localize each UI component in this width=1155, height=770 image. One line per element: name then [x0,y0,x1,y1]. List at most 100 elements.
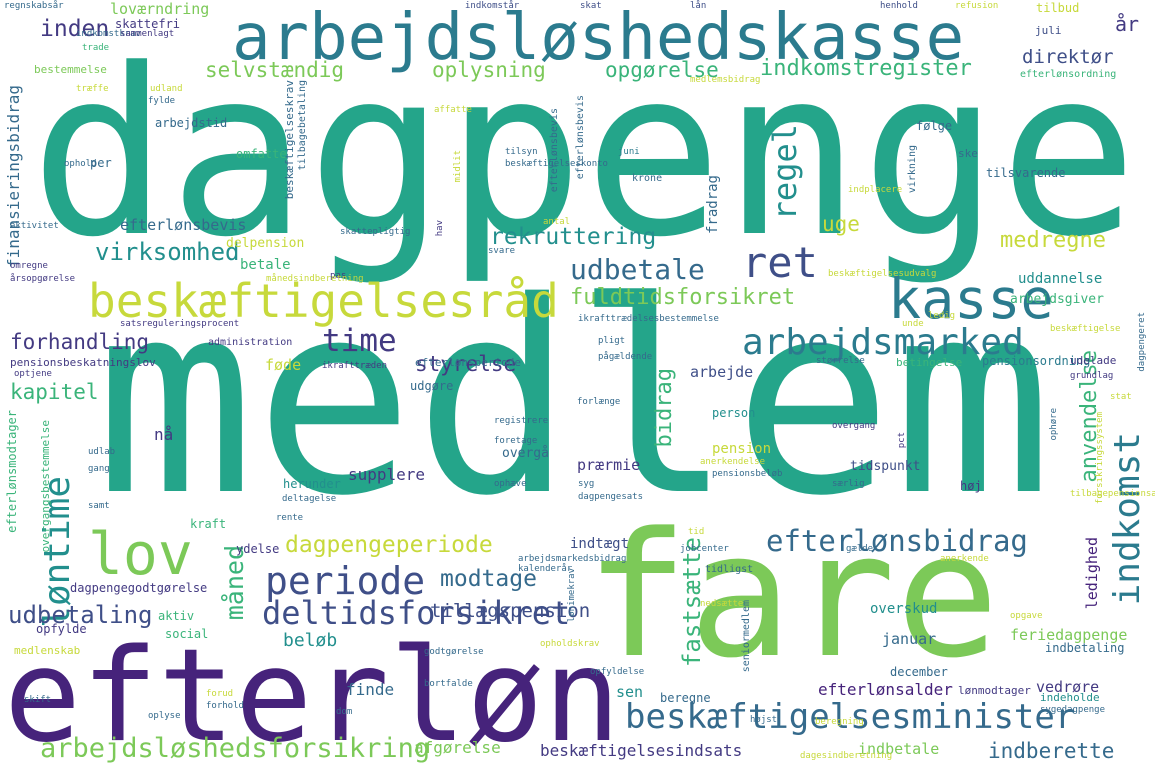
word: styrelse [415,352,517,376]
word: kraft [190,517,227,531]
word: tillægspension [430,600,591,622]
word: efterlønsmodtager [5,410,19,533]
word: overskud [870,601,938,617]
word: efterlønsbidrag [766,524,1028,558]
word: social [165,627,209,641]
word: lån [690,1,707,11]
word: højst [750,715,778,725]
word: udbetaling [8,601,153,629]
word: fradrag [705,175,721,235]
word: virkning [907,145,918,194]
word: herunder [283,477,341,491]
word: indbetaling [1045,641,1125,655]
word: ophæve [494,479,527,489]
word: indplacere [848,185,903,195]
word: dagpengegodtgørelse [70,581,208,595]
word: indeholde [1040,691,1100,704]
word: beløb [283,630,338,651]
word: skat [580,1,602,11]
word: lønmodtager [958,684,1031,697]
word: år [1115,12,1140,36]
word: ikrafttrædelsesbestemmelse [578,314,719,324]
word: omfatte [236,147,287,161]
word: december [890,665,948,679]
word: beskæftigelseskrav [283,80,296,200]
word: beskæftigelsesråd [88,274,559,328]
word: finde [346,680,395,699]
word: kapitel [10,380,99,404]
word: regnskabsår [4,1,64,11]
word: midlit [453,150,463,183]
word: pågældende [598,352,653,362]
word: tidligst [705,564,754,575]
word: efterlønsbevis [549,108,560,193]
word: periode [265,559,426,603]
word: indkomstår [465,1,520,11]
word: årsopgørelse [10,274,76,284]
word: dagpengeret [1137,312,1147,372]
word: måned [220,545,249,621]
word: beregne [660,691,711,705]
word: gang [88,464,110,474]
word: tilbud [1036,1,1080,15]
word: forhold [206,701,244,711]
word: beskæftigelsesminister [625,697,1076,737]
word: overgå [502,446,549,461]
word: dagpenge [30,21,1138,288]
word: beskæftigelse [1050,324,1121,334]
word: optjene [14,369,52,379]
word: refusion [955,1,999,11]
word: overgang [832,421,876,431]
word: arbejdsløshedsforsikring [40,733,431,764]
word: beskæftigelsesindsats [540,741,743,760]
word: efterlønsperiode [415,356,521,369]
word: pensionsbeskatningslov [10,356,156,369]
word: fylde [148,96,176,106]
word: tilsvarende [986,166,1066,180]
word: nå [154,425,174,444]
word: pligt [598,336,626,346]
word: skattefri [115,17,181,31]
word: medregne [1000,228,1106,253]
word: tid [688,527,705,537]
word: loværndring [110,0,210,18]
word: træffe [76,84,109,94]
word: bestemmelse [34,63,107,76]
word: udbetale [570,253,705,286]
word: tilbagepensionsalder [1070,489,1155,499]
word: samt [88,501,110,511]
word: efterløn [4,622,621,770]
word: gælde [846,544,874,554]
word: udland [150,84,183,94]
word: fuldtidsforsikret [570,285,796,310]
word: forhandling [10,330,150,354]
word: ophøre [1049,408,1059,441]
word: ledighed [1083,537,1101,610]
word: betingelse [896,356,963,369]
word: bortfalde [424,679,473,689]
word: opgørelse [605,58,719,82]
word: uge [822,212,860,236]
word: overgangsbestemmelse [39,420,52,553]
word: beregning [815,717,864,727]
word: finansieringsbidrag [4,85,23,269]
word: satsreguleringsprocent [120,319,240,329]
word: hav [435,220,445,237]
word: unde [902,319,924,329]
word: ikrafttræden [322,361,388,371]
word: deltagelse [282,494,337,504]
word: anerkendelse [700,457,766,467]
word: henhold [880,1,918,11]
word: vedrøre [1036,678,1100,696]
word: månedsindberetning [266,274,364,284]
word: arbejdsløshedskasse [232,1,965,75]
word: pensionsordning [982,354,1091,368]
word: dagpengesats [578,492,644,502]
word: lov [88,520,193,588]
word: feriedagpenge [1010,626,1128,644]
word: sen [616,683,644,701]
word: krone [632,173,663,184]
word: oplysning [432,58,546,82]
word: indbetale [858,740,940,758]
word: arbejdsmarkedsbidrag [518,554,627,564]
